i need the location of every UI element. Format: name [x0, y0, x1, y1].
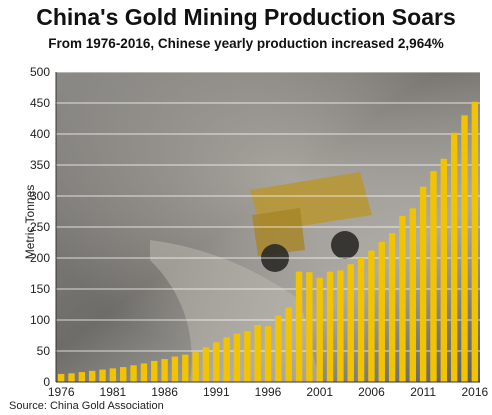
bar-2011 — [419, 186, 427, 382]
x-tick-label: 2001 — [306, 385, 333, 399]
x-tick-label: 1976 — [48, 385, 75, 399]
bar-1990 — [202, 347, 210, 382]
bar-1994 — [244, 331, 251, 382]
axes — [55, 72, 480, 383]
bar-2003 — [337, 270, 344, 382]
source-note: Source: China Gold Association — [9, 400, 164, 412]
y-tick-label: 50 — [37, 344, 51, 358]
bar-2013 — [440, 158, 448, 382]
x-tick-label: 1986 — [151, 385, 178, 399]
bar-1997 — [275, 315, 282, 382]
bar-1976 — [57, 373, 65, 382]
bar-1984 — [140, 363, 148, 382]
y-tick-label: 150 — [30, 282, 50, 296]
y-tick-labels: 0 50 100 150 200 250 300 350 400 450 500 — [30, 65, 50, 389]
bar-2006 — [368, 250, 375, 382]
bar-1998 — [285, 307, 292, 382]
x-tick-label: 2006 — [358, 385, 385, 399]
bar-2008 — [388, 233, 396, 382]
bar-1978 — [78, 372, 86, 382]
bar-2005 — [357, 258, 365, 382]
bar-1993 — [233, 333, 241, 382]
bar-2004 — [347, 264, 354, 382]
bar-2014 — [450, 132, 458, 382]
bar-1985 — [151, 360, 158, 382]
mining-truck-image — [150, 172, 372, 382]
y-axis-label: Metric Tonnes — [23, 185, 37, 259]
bar-1992 — [223, 337, 230, 382]
y-tick-label: 350 — [30, 158, 50, 172]
y-tick-label: 100 — [30, 313, 50, 327]
bar-2009 — [399, 215, 406, 382]
y-tick-label: 300 — [30, 189, 50, 203]
bar-1979 — [88, 370, 96, 382]
bar-1987 — [171, 356, 179, 382]
bar-1977 — [68, 373, 75, 382]
chart-title: China's Gold Mining Production Soars — [36, 4, 456, 30]
bar-1982 — [120, 367, 127, 382]
bar-1981 — [109, 368, 117, 382]
bar-1980 — [99, 369, 106, 382]
bar-1996 — [264, 326, 272, 382]
x-tick-label: 1996 — [255, 385, 282, 399]
y-tick-label: 200 — [30, 251, 50, 265]
bar-2010 — [409, 208, 416, 382]
bar-2012 — [430, 171, 437, 382]
bar-1986 — [161, 359, 168, 382]
bar-1989 — [192, 352, 199, 382]
x-tick-label: 2011 — [410, 385, 436, 399]
bar-1991 — [213, 342, 220, 382]
y-tick-label: 500 — [30, 65, 50, 79]
bar-1995 — [254, 324, 261, 382]
bars — [57, 101, 479, 383]
x-tick-label: 1991 — [203, 385, 230, 399]
y-tick-label: 450 — [30, 96, 50, 110]
x-tick-label: 2016 — [461, 385, 488, 399]
chart-subtitle: From 1976-2016, Chinese yearly productio… — [48, 36, 444, 51]
x-tick-labels: 1976 1981 1986 1991 1996 2001 2006 2011 2016 — [48, 385, 489, 399]
y-tick-label: 400 — [30, 127, 50, 141]
x-tick-label: 1981 — [100, 385, 127, 399]
gridlines — [56, 71, 480, 352]
y-tick-label: 0 — [43, 375, 50, 389]
bar-1988 — [182, 354, 189, 382]
bar-2007 — [378, 241, 385, 382]
bar-2015 — [461, 115, 468, 383]
bar-2016 — [471, 101, 479, 382]
bar-2000 — [306, 272, 313, 382]
bar-1983 — [130, 365, 137, 382]
bar-2001 — [316, 277, 323, 382]
bar-1999 — [295, 271, 303, 382]
y-tick-label: 250 — [30, 220, 50, 234]
bar-2002 — [326, 271, 334, 382]
